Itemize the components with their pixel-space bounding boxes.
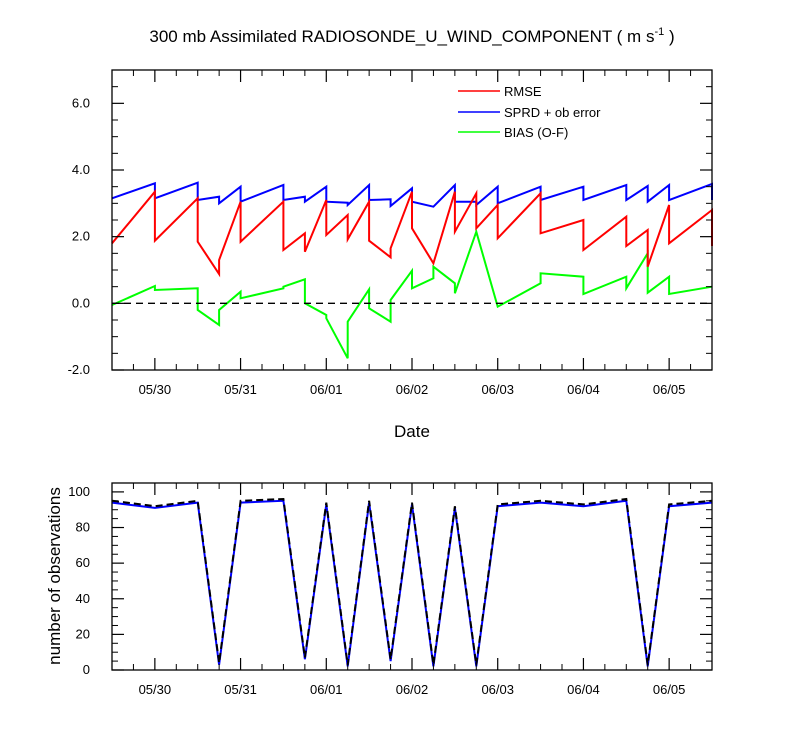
bottom-panel: 05/30 05/31 06/01 06/02 06/03 06/04 06/05 0 20 40…	[45, 482, 713, 697]
top-xtick-label: 06/03	[481, 382, 514, 397]
top-series	[111, 181, 713, 359]
legend-label-bias: BIAS (O-F)	[504, 125, 568, 140]
bottom-ytick-label: 40	[76, 591, 90, 606]
legend-label-rmse: RMSE	[504, 84, 542, 99]
top-ytick-label: 6.0	[72, 95, 90, 110]
chart-title-main: 300 mb Assimilated RADIOSONDE_U_WIND_COM…	[149, 27, 654, 46]
bottom-ytick-label: 0	[83, 662, 90, 677]
top-panel: 05/30 05/31 06/01 06/02 06/03 06/04 06/05 -2.0 0…	[68, 69, 713, 441]
top-xtick-label: 06/05	[653, 382, 686, 397]
chart-title-unit-exponent: -1	[654, 26, 664, 38]
bottom-ytick-label: 60	[76, 555, 90, 570]
y-axis-title-observations: number of observations	[45, 487, 64, 665]
bottom-xtick-label: 06/04	[567, 682, 600, 697]
bottom-ytick-label: 80	[76, 520, 90, 535]
bottom-series-possible	[111, 497, 713, 665]
top-xtick-label: 06/01	[310, 382, 343, 397]
top-ytick-label: 2.0	[72, 229, 90, 244]
x-axis-title: Date	[394, 422, 430, 441]
bottom-ticks: 05/30 05/31 06/01 06/02 06/03 06/04 06/05 0 20 40…	[68, 482, 713, 697]
legend: RMSE SPRD + ob error BIAS (O-F)	[458, 84, 601, 140]
chart-title: 300 mb Assimilated RADIOSONDE_U_WIND_COM…	[149, 26, 674, 46]
top-xtick-label: 06/04	[567, 382, 600, 397]
top-xtick-label: 05/30	[139, 382, 172, 397]
bottom-xtick-label: 05/30	[139, 682, 172, 697]
top-ticks: 05/30 05/31 06/01 06/02 06/03 06/04 06/05 -2.0 0…	[68, 69, 713, 397]
bottom-xtick-label: 05/31	[224, 682, 257, 697]
bottom-xtick-label: 06/05	[653, 682, 686, 697]
top-series-rmse	[111, 188, 713, 278]
bottom-ytick-label: 100	[68, 484, 90, 499]
top-xtick-label: 06/02	[396, 382, 429, 397]
bottom-series-used	[111, 499, 713, 667]
top-xtick-label: 05/31	[224, 382, 257, 397]
top-series-bias-o-f	[111, 228, 713, 359]
bottom-ytick-label: 20	[76, 626, 90, 641]
top-series-sprd-ob-error	[111, 181, 713, 209]
top-ytick-label: 4.0	[72, 162, 90, 177]
chart-title-closing: )	[664, 27, 674, 46]
legend-label-sprd: SPRD + ob error	[504, 105, 601, 120]
bottom-xtick-label: 06/02	[396, 682, 429, 697]
top-ytick-label: 0.0	[72, 295, 90, 310]
bottom-xtick-label: 06/03	[481, 682, 514, 697]
bottom-series	[111, 497, 713, 667]
top-ytick-label: -2.0	[68, 362, 90, 377]
bottom-xtick-label: 06/01	[310, 682, 343, 697]
